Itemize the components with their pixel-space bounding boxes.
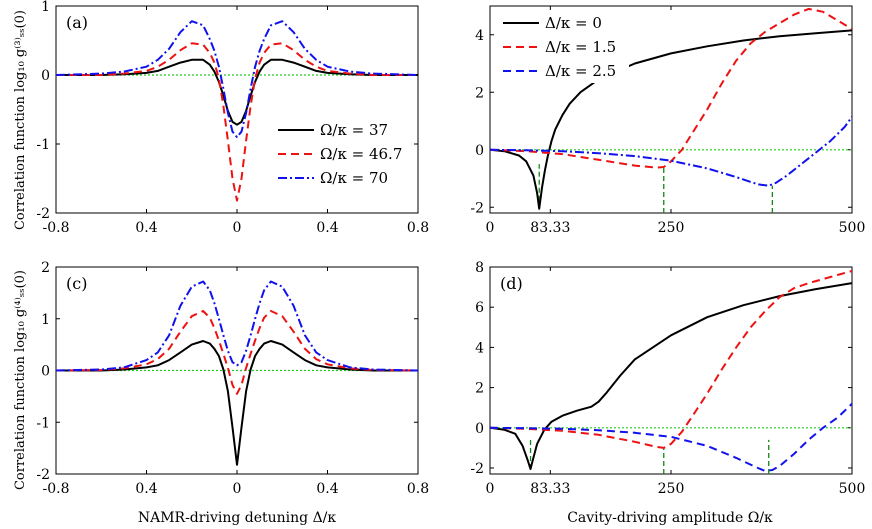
y-axis-label-top: Correlation function log₁₀ g⁽³⁾ₛₛ(0) (13, 10, 28, 230)
series-line (56, 280, 418, 372)
x-tick-label: 83.33 (530, 220, 570, 236)
plot-frame (489, 266, 853, 475)
y-tick-label: 0 (41, 364, 50, 380)
y-tick-label: -2 (36, 206, 50, 222)
x-tick-label: 0 (486, 220, 495, 236)
series-line (490, 282, 852, 470)
panel-label: (a) (66, 13, 88, 32)
series-line (490, 116, 852, 187)
x-tick-label: 500 (839, 481, 866, 497)
series-line (490, 270, 852, 449)
x-tick-label: 250 (658, 481, 685, 497)
series-line (490, 402, 852, 472)
y-tick-label: 1 (41, 0, 50, 15)
series-line (56, 58, 418, 126)
x-tick-label: 0.4 (135, 481, 157, 497)
y-tick-label: 4 (475, 28, 484, 44)
y-tick-label: 8 (475, 260, 484, 276)
y-tick-label: 1 (41, 312, 50, 328)
y-tick-label: -2 (36, 467, 50, 483)
legend-label: Δ/κ = 2.5 (545, 62, 616, 80)
y-tick-label: 2 (41, 260, 50, 276)
y-tick-label: -2 (470, 200, 484, 216)
legend-label: Ω/κ = 37 (320, 121, 388, 139)
x-tick-label: 0.4 (316, 481, 338, 497)
series-line (490, 7, 852, 169)
legend-label: Ω/κ = 46.7 (320, 145, 402, 163)
series-line (56, 340, 418, 466)
y-tick-label: 2 (475, 381, 484, 397)
chart-panels: -0.80.400.40.8-2-101Ω/κ = 37Ω/κ = 46.7Ω/… (36, 0, 865, 497)
x-tick-label: -0.8 (43, 481, 70, 497)
y-tick-label: 2 (475, 85, 484, 101)
x-axis-label-right: Cavity-driving amplitude Ω/κ (567, 510, 773, 526)
y-axis-label-bottom: Correlation function log₁₀ g⁽⁴⁾ₛₛ(0) (13, 270, 28, 490)
x-tick-label: 500 (839, 220, 866, 236)
y-tick-label: 0 (41, 68, 50, 84)
legend-label: Δ/κ = 1.5 (545, 38, 616, 56)
y-tick-label: -1 (36, 137, 50, 153)
x-tick-label: -0.8 (43, 220, 70, 236)
y-tick-label: -2 (470, 461, 484, 477)
y-tick-label: 0 (475, 143, 484, 159)
legend-label: Δ/κ = 0 (545, 14, 602, 32)
y-tick-label: 0 (475, 421, 484, 437)
x-tick-label: 0.8 (407, 481, 429, 497)
legend-label: Ω/κ = 70 (320, 169, 388, 187)
series-line (490, 29, 852, 210)
legend: Ω/κ = 37 Ω/κ = 46.7 Ω/κ = 70 (272, 118, 408, 192)
y-tick-label: 4 (475, 340, 484, 356)
x-tick-label: 0 (233, 220, 242, 236)
x-tick-label: 0 (486, 481, 495, 497)
x-tick-label: 0.4 (135, 220, 157, 236)
x-tick-label: 250 (658, 220, 685, 236)
series-line (56, 42, 418, 202)
y-tick-label: 6 (475, 300, 484, 316)
x-axis-label-left: NAMR-driving detuning Δ/κ (138, 510, 337, 526)
series-line (56, 310, 418, 395)
legend: Δ/κ = 0 Δ/κ = 1.5 Δ/κ = 2.5 (497, 11, 629, 83)
x-tick-label: 83.33 (530, 481, 570, 497)
x-tick-label: 0.8 (407, 220, 429, 236)
series-line (56, 20, 418, 139)
x-tick-label: 0.4 (316, 220, 338, 236)
panel-label: (d) (500, 274, 523, 293)
y-tick-label: -1 (36, 415, 50, 431)
x-tick-label: 0 (233, 481, 242, 497)
panel-label: (c) (66, 274, 87, 293)
